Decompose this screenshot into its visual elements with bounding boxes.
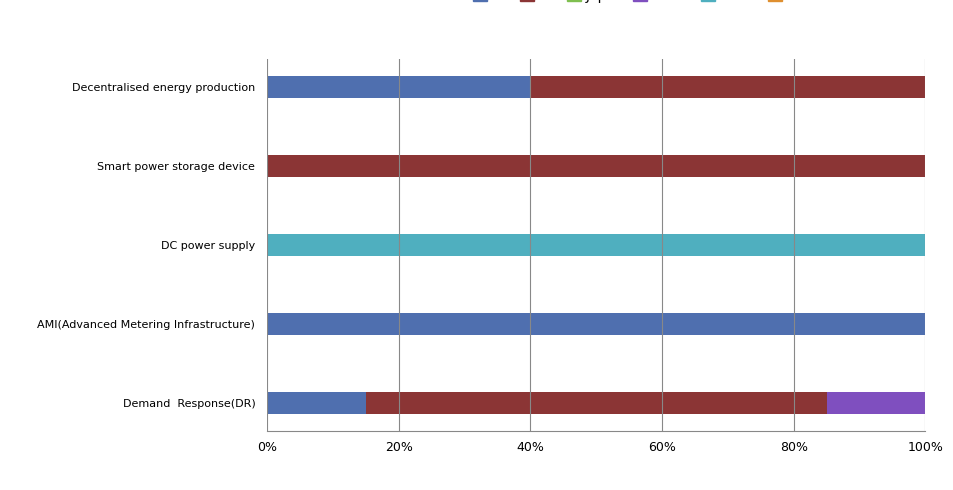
Bar bbox=[267, 392, 366, 414]
Bar bbox=[267, 155, 924, 177]
Legend: US, EU, Japan, China, Korea, other: US, EU, Japan, China, Korea, other bbox=[467, 0, 829, 9]
Bar bbox=[530, 76, 924, 98]
Bar bbox=[267, 313, 924, 335]
Bar bbox=[267, 76, 530, 98]
Bar bbox=[825, 392, 924, 414]
Bar bbox=[267, 234, 924, 256]
Bar bbox=[366, 392, 825, 414]
